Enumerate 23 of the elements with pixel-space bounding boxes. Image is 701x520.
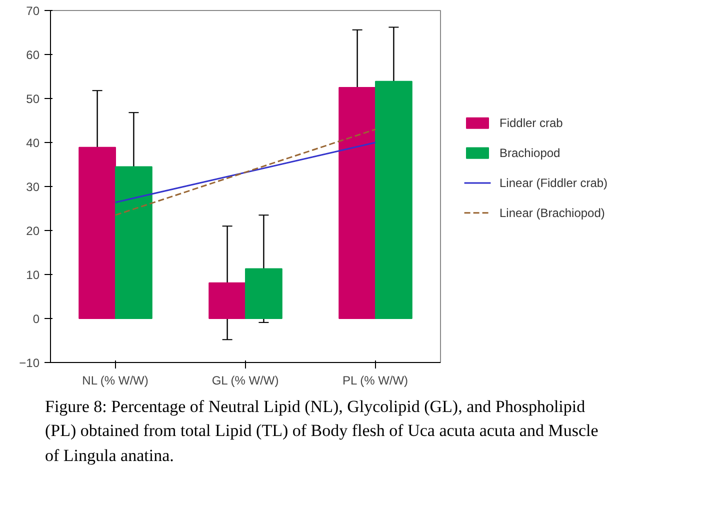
x-tick-label: GL (% W/W) [212,374,279,388]
bar [208,282,246,319]
bar [78,146,116,319]
bar [375,80,412,319]
bar [245,268,282,319]
bar [338,87,376,319]
legend-label: Linear (Fiddler crab) [500,176,608,190]
y-tick-label: 0 [32,312,40,326]
y-tick-label: 40 [26,136,40,150]
y-tick-label: −10 [19,356,40,370]
x-tick-label: PL (% W/W) [342,374,408,388]
y-tick-label: 60 [26,48,40,62]
legend-label: Fiddler crab [500,116,564,130]
y-tick-label: 20 [26,224,40,238]
y-tick-label: 10 [26,268,40,282]
bar [115,166,152,319]
legend-label: Brachiopod [500,146,560,160]
y-tick-label: 70 [26,4,40,18]
legend-label: Linear (Brachiopod) [500,206,605,220]
x-tick-label: NL (% W/W) [82,374,148,388]
y-tick-label: 50 [26,92,40,106]
y-tick-label: 30 [26,180,40,194]
caption: Figure 8: Percentage of Neutral Lipid (NL), Glycolipid (GL), and Phospholipid (PL) obtained from total Lipid (TL) of Body flesh of Uca acuta acuta and Muscle of Lingula anatina. [45,396,600,467]
